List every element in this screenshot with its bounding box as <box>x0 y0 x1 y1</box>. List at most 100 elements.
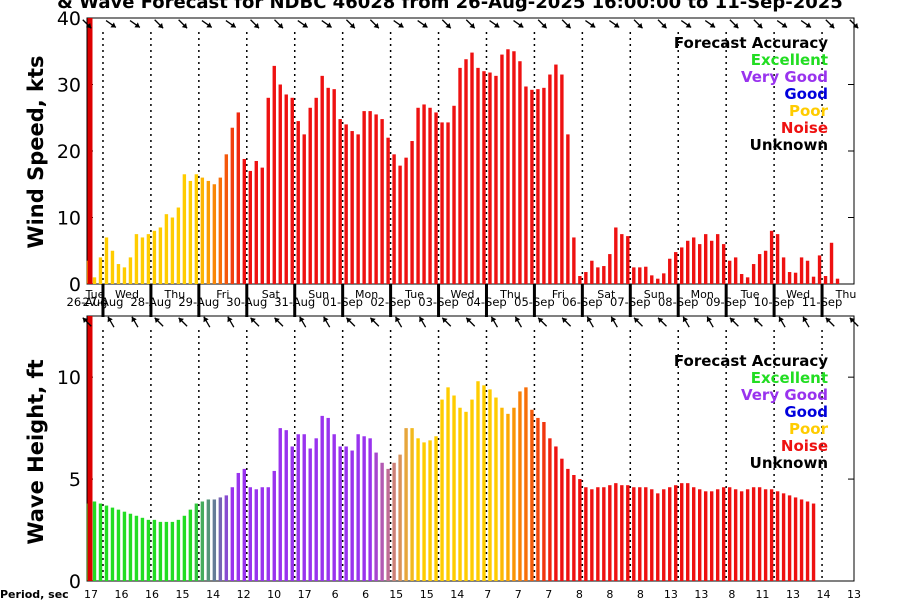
wind-bar <box>763 250 768 284</box>
period-value: 14 <box>206 588 220 600</box>
wind-bar <box>686 240 690 284</box>
wind-bar <box>476 67 480 284</box>
period-value: 15 <box>420 588 434 600</box>
wind-bar <box>440 122 444 284</box>
wind-bar <box>338 119 342 284</box>
wave-bar <box>110 507 115 581</box>
period-value: 16 <box>115 588 129 600</box>
day-name-label: Wed <box>451 288 475 301</box>
legend-entry: Unknown <box>750 454 828 472</box>
legend-entry: Poor <box>789 102 829 120</box>
wave-bar <box>218 497 223 581</box>
period-value: 15 <box>389 588 403 600</box>
wind-direction-arrow-icon <box>154 19 164 29</box>
wave-bar <box>422 442 426 581</box>
wind-y-axis-label: Wind Speed, kts <box>24 55 48 248</box>
wind-bar <box>266 97 270 284</box>
wave-bar <box>428 440 432 581</box>
wave-direction-arrow-icon <box>490 316 499 328</box>
wave-bar <box>620 485 624 581</box>
wave-bar <box>745 489 750 581</box>
wind-bar <box>206 180 211 284</box>
wave-direction-arrow-icon <box>537 317 548 327</box>
date-label: 07-Sep <box>610 295 650 309</box>
wave-bar <box>488 389 492 581</box>
wind-bar <box>296 121 300 284</box>
wind-bar <box>248 170 252 284</box>
wind-bar <box>614 227 618 284</box>
wave-bar <box>260 487 264 581</box>
wind-bar <box>745 277 750 284</box>
wind-bar <box>548 74 552 285</box>
wind-bar <box>242 158 246 284</box>
wave-bar <box>775 491 780 581</box>
wind-bar <box>116 264 121 284</box>
wind-bar <box>709 240 714 284</box>
wave-direction-arrow-icon <box>418 316 427 328</box>
wave-bar <box>206 499 211 581</box>
wave-bar <box>380 462 384 581</box>
wave-bar <box>170 521 175 581</box>
wave-direction-arrow-icon <box>274 317 284 327</box>
wind-bar <box>572 237 576 284</box>
wave-bar <box>614 483 618 581</box>
wind-bar <box>751 264 756 284</box>
date-label: 28-Aug <box>130 295 171 309</box>
wave-bar <box>458 407 462 581</box>
wind-bar <box>272 65 276 284</box>
wave-direction-arrow-icon <box>778 316 786 328</box>
wave-bar <box>278 428 282 581</box>
wave-bar <box>182 515 187 581</box>
wind-bar <box>314 97 318 284</box>
wind-direction-arrow-icon <box>129 20 141 28</box>
wind-bar <box>470 52 474 284</box>
wind-bar <box>823 276 828 284</box>
wave-bar <box>356 434 360 581</box>
period-value: 17 <box>84 588 98 600</box>
wind-bar <box>536 89 540 284</box>
wave-bar <box>584 487 588 581</box>
wave-bar <box>350 450 354 581</box>
period-value: 15 <box>176 588 190 600</box>
wind-bar <box>680 247 684 284</box>
wind-bar <box>182 174 187 284</box>
wave-direction-arrow-icon <box>82 317 92 327</box>
wave-direction-arrow-icon <box>395 316 403 328</box>
wind-direction-arrow-icon <box>225 20 237 28</box>
wave-bar <box>709 491 714 581</box>
wind-direction-arrow-icon <box>800 20 812 28</box>
wind-bar <box>554 64 558 284</box>
wind-direction-arrow-icon <box>633 19 643 29</box>
wind-direction-arrow-icon <box>585 20 596 28</box>
wave-bar <box>548 438 552 581</box>
period-value: 6 <box>332 588 339 600</box>
wind-bar <box>434 112 438 285</box>
period-value: 7 <box>515 588 522 600</box>
wind-bar <box>602 266 606 284</box>
wave-bar <box>266 487 270 581</box>
wind-bar <box>674 252 678 284</box>
wind-bar <box>596 267 600 284</box>
day-name-label: Tue <box>740 288 760 301</box>
period-value: 8 <box>576 588 583 600</box>
wind-direction-arrow-icon <box>369 19 380 29</box>
legend-entry: Very Good <box>741 68 828 86</box>
wind-bar <box>104 237 109 284</box>
wind-bar <box>164 214 169 284</box>
wave-direction-arrow-icon <box>441 317 452 327</box>
wave-bar <box>692 487 696 581</box>
period-value: 10 <box>267 588 281 600</box>
wind-direction-arrow-icon <box>704 20 716 28</box>
wave-bar <box>284 430 288 581</box>
wind-bar <box>176 207 181 284</box>
wind-bar <box>805 260 810 284</box>
wind-bar <box>464 59 468 285</box>
wind-bar <box>458 67 462 284</box>
wind-bar <box>326 87 330 284</box>
wave-bar <box>392 462 396 581</box>
legend-entry: Good <box>784 85 828 103</box>
wind-bar <box>662 273 666 284</box>
wave-bar <box>476 381 480 581</box>
wave-bar <box>674 485 678 581</box>
